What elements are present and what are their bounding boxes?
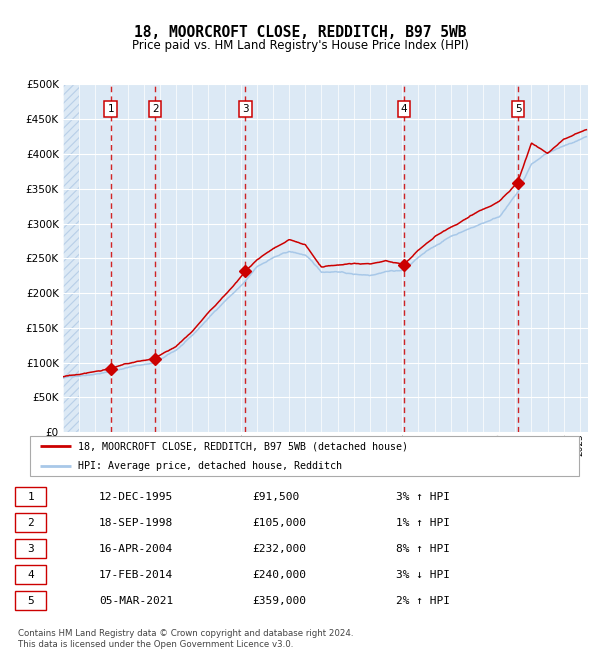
Text: £240,000: £240,000 [252, 569, 306, 580]
Text: 4: 4 [401, 104, 407, 114]
Text: £232,000: £232,000 [252, 543, 306, 554]
Text: 2: 2 [152, 104, 158, 114]
Text: 17-FEB-2014: 17-FEB-2014 [99, 569, 173, 580]
Text: 3: 3 [242, 104, 248, 114]
Text: 8% ↑ HPI: 8% ↑ HPI [396, 543, 450, 554]
Text: £105,000: £105,000 [252, 517, 306, 528]
Text: Price paid vs. HM Land Registry's House Price Index (HPI): Price paid vs. HM Land Registry's House … [131, 39, 469, 52]
Text: HPI: Average price, detached house, Redditch: HPI: Average price, detached house, Redd… [79, 461, 343, 471]
Text: 3% ↓ HPI: 3% ↓ HPI [396, 569, 450, 580]
Text: 5: 5 [27, 595, 34, 606]
Text: 3: 3 [27, 543, 34, 554]
Text: Contains HM Land Registry data © Crown copyright and database right 2024.
This d: Contains HM Land Registry data © Crown c… [18, 629, 353, 649]
Text: 16-APR-2004: 16-APR-2004 [99, 543, 173, 554]
Text: 18, MOORCROFT CLOSE, REDDITCH, B97 5WB: 18, MOORCROFT CLOSE, REDDITCH, B97 5WB [134, 25, 466, 40]
Text: 2% ↑ HPI: 2% ↑ HPI [396, 595, 450, 606]
Text: 2: 2 [27, 517, 34, 528]
Text: 1% ↑ HPI: 1% ↑ HPI [396, 517, 450, 528]
Text: 4: 4 [27, 569, 34, 580]
Text: 5: 5 [515, 104, 521, 114]
Text: 1: 1 [27, 491, 34, 502]
Bar [63, 84, 79, 432]
Text: 18-SEP-1998: 18-SEP-1998 [99, 517, 173, 528]
Text: 18, MOORCROFT CLOSE, REDDITCH, B97 5WB (detached house): 18, MOORCROFT CLOSE, REDDITCH, B97 5WB (… [79, 441, 409, 451]
Text: 1: 1 [107, 104, 114, 114]
Text: £91,500: £91,500 [252, 491, 299, 502]
Text: 12-DEC-1995: 12-DEC-1995 [99, 491, 173, 502]
Text: £359,000: £359,000 [252, 595, 306, 606]
Text: 3% ↑ HPI: 3% ↑ HPI [396, 491, 450, 502]
Bar [63, 84, 79, 432]
Text: 05-MAR-2021: 05-MAR-2021 [99, 595, 173, 606]
